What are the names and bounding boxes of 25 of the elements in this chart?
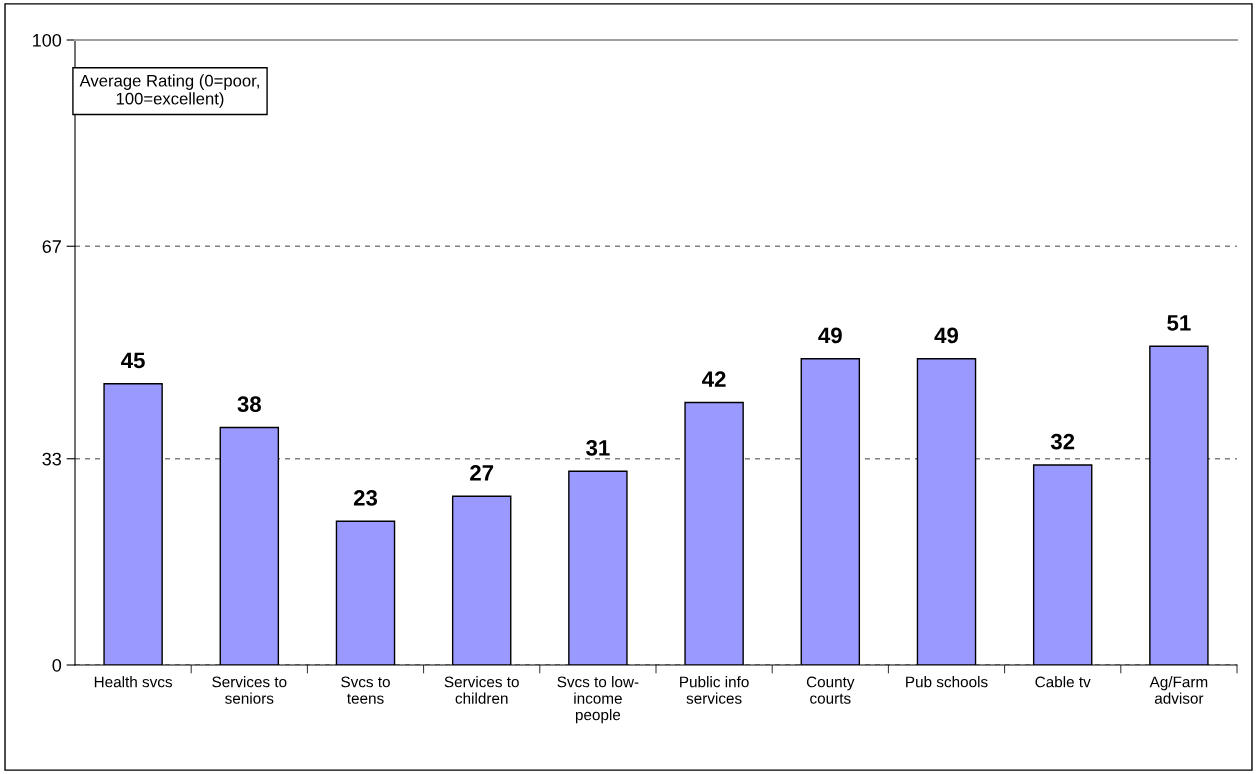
data-label: 32 bbox=[1050, 433, 1075, 450]
data-label: 27 bbox=[470, 465, 494, 481]
y-tick-label: 0 bbox=[52, 658, 62, 672]
y-tick-label: 33 bbox=[42, 452, 62, 466]
x-tick-label: Svcs to teens bbox=[341, 676, 390, 704]
x-tick-label: Ag/Farm advisor bbox=[1149, 676, 1208, 704]
x-tick-label: Health svcs bbox=[94, 676, 173, 688]
x-tick-label: Services to seniors bbox=[212, 676, 287, 704]
data-label: 42 bbox=[702, 371, 726, 387]
data-label: 23 bbox=[353, 490, 378, 506]
data-label: 31 bbox=[586, 440, 610, 456]
x-tick-label: Cable tv bbox=[1035, 676, 1091, 688]
annotation: Average Rating (0=poor, 100=excellent) bbox=[79, 74, 259, 108]
data-label: 51 bbox=[1167, 315, 1191, 331]
x-tick-label: County courts bbox=[806, 676, 855, 704]
y-tick-label: 67 bbox=[42, 240, 61, 253]
data-label: 45 bbox=[121, 352, 145, 369]
x-tick-label: Svcs to low- income people bbox=[557, 676, 639, 724]
y-tick-label: 100 bbox=[33, 33, 62, 47]
x-tick-label: Services to children bbox=[444, 676, 519, 704]
data-label: 49 bbox=[934, 327, 959, 344]
data-label: 49 bbox=[818, 327, 842, 344]
x-tick-label: Public info services bbox=[680, 676, 749, 704]
x-tick-label: Pub schools bbox=[906, 676, 988, 688]
data-label: 38 bbox=[237, 396, 261, 413]
